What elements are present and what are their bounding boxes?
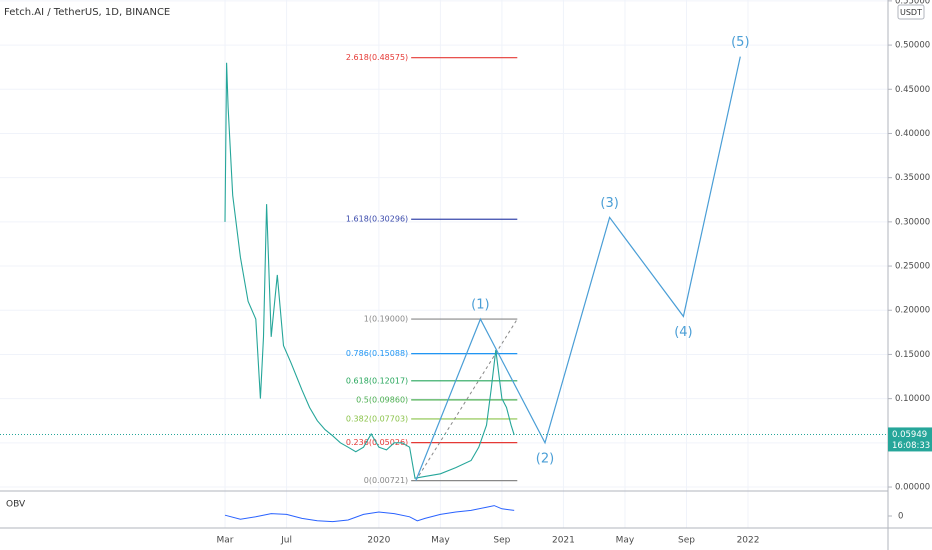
wave-label: (3)	[600, 196, 618, 211]
fib-label: 0.5(0.09860)	[356, 395, 408, 404]
fib-label: 0.236(0.05026)	[346, 438, 408, 447]
symbol-title: Fetch.AI / TetherUS, 1D, BINANCE	[4, 7, 170, 18]
currency: USDT	[900, 8, 922, 17]
x-tick-label: Mar	[217, 536, 234, 546]
y-tick-label: 0.30000	[895, 217, 930, 227]
wave-line	[415, 56, 741, 481]
countdown: 16:08:33	[892, 441, 930, 451]
y-tick-label: 0.00000	[895, 483, 930, 493]
x-tick-label: Sep	[678, 536, 695, 546]
y-tick-label: 0.40000	[895, 129, 930, 139]
last-price: 0.05949	[892, 430, 927, 440]
wave-label: (1)	[471, 298, 489, 313]
x-tick-label: 2022	[737, 536, 760, 546]
plot: 2.618(0.48575) 1.618(0.30296) 1(0.19000) 0.…	[0, 35, 888, 523]
grid	[0, 0, 888, 528]
fib-label: 2.618(0.48575)	[346, 53, 408, 62]
price-line	[224, 62, 515, 479]
x-tick-label: Sep	[493, 536, 510, 546]
y-tick-label: 0.55000	[895, 0, 930, 6]
x-tick-label: 2020	[367, 536, 390, 546]
y-tick-label: 0.25000	[895, 262, 930, 272]
y-tick-label: 0.50000	[895, 41, 930, 51]
wave-label: (4)	[674, 325, 692, 340]
currency-box[interactable]	[897, 4, 925, 20]
x-tick-label: May	[431, 536, 450, 546]
axes: 0.000000.050000.100000.150000.200000.250…	[217, 0, 932, 546]
y-tick-label: 0.20000	[895, 306, 930, 316]
fib-label: 0.618(0.12017)	[346, 376, 408, 385]
fib-label: 0(0.00721)	[364, 476, 408, 485]
x-tick-label: 2021	[552, 536, 575, 546]
y-tick-label: 0.45000	[895, 85, 930, 95]
y-tick-label: 0.15000	[895, 350, 930, 360]
x-tick-label: Jul	[280, 536, 292, 546]
wave-label: (2)	[536, 451, 554, 466]
y-tick-label: 0.10000	[895, 394, 930, 404]
fib-label: 1.618(0.30296)	[346, 215, 408, 224]
fib-label: 1(0.19000)	[364, 315, 408, 324]
y-tick-label: 0.35000	[895, 173, 930, 183]
fib-label: 0.382(0.07703)	[346, 414, 408, 423]
fib-label: 0.786(0.15088)	[346, 349, 408, 358]
fib-trend	[415, 318, 518, 481]
obv-tick-label: 0	[898, 512, 903, 522]
x-tick-label: May	[616, 536, 635, 546]
wave-label: (5)	[731, 35, 749, 50]
last-price-box	[888, 427, 932, 452]
obv-line	[224, 505, 515, 523]
obv-label: OBV	[6, 500, 26, 510]
